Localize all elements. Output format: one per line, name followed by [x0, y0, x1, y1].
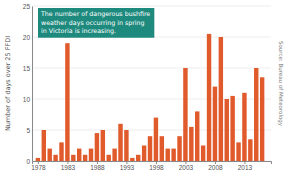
tick: 25 [23, 3, 32, 10]
bar [160, 136, 164, 161]
bars [36, 34, 265, 161]
bar [148, 136, 152, 161]
bar [42, 130, 46, 161]
grid-line [32, 6, 271, 7]
plot: 1978 1983 1988 1993 1998 2003 2008 2013 0 5 10 15 20… [23, 3, 272, 171]
tick-label: 1988 [90, 164, 105, 171]
bar [124, 130, 128, 161]
annotation: The number of dangerous bushfireweather … [38, 8, 154, 38]
tick: 10 [23, 96, 32, 103]
tick-label: 1983 [61, 164, 76, 171]
bar [36, 158, 40, 161]
bar [47, 149, 51, 161]
tick: 2008 [208, 161, 223, 171]
tick: 1998 [149, 161, 164, 171]
tick-label: 0 [26, 158, 30, 165]
tick: 1978 [31, 161, 46, 171]
tick: 2013 [238, 161, 253, 171]
chart: 1978 1983 1988 1993 1998 2003 2008 2013 0 5 10 15 20… [0, 0, 285, 177]
tick-label: 2013 [238, 164, 253, 171]
tick-label: 25 [23, 3, 31, 10]
bar [177, 136, 181, 161]
bar [213, 87, 217, 161]
bar [260, 77, 264, 161]
tick: 0 [26, 158, 32, 165]
source-label: Source: Bureau of Meteorology [277, 41, 284, 127]
annotation-line: weather days occurring in spring [41, 19, 145, 27]
bar [189, 127, 193, 161]
bar [89, 149, 93, 161]
bar [195, 111, 199, 161]
bar [183, 68, 187, 161]
bar [59, 142, 63, 161]
tick: 2003 [179, 161, 194, 171]
tick-label: 1978 [31, 164, 46, 171]
bar [248, 139, 252, 161]
bar [130, 158, 134, 161]
annotation-box [38, 8, 154, 38]
bar [53, 155, 57, 161]
bar [166, 149, 170, 161]
bar [71, 155, 75, 161]
tick: 20 [23, 34, 32, 41]
bar [171, 149, 175, 161]
bar [118, 124, 122, 161]
bar [83, 155, 87, 161]
bar [242, 93, 246, 161]
tick: 1983 [61, 161, 76, 171]
bar [207, 34, 211, 161]
bar [136, 155, 140, 161]
tick: 1993 [120, 161, 135, 171]
annotation-line: The number of dangerous bushfire [40, 10, 150, 18]
y-axis: 0 5 10 15 20 25 [23, 3, 33, 165]
tick-label: 10 [23, 96, 31, 103]
annotation-line: in Victoria is increasing. [41, 27, 116, 35]
tick: 15 [23, 65, 32, 72]
x-axis: 1978 1983 1988 1993 1998 2003 2008 2013 [31, 161, 271, 171]
tick: 5 [26, 127, 32, 134]
bar [101, 130, 105, 161]
tick-label: 1993 [120, 164, 135, 171]
bar [77, 149, 81, 161]
bar [219, 37, 223, 161]
tick-label: 2003 [179, 164, 194, 171]
bar [201, 146, 205, 162]
annotation-text: The number of dangerous bushfireweather … [40, 10, 150, 34]
bar [230, 96, 234, 161]
tick-label: 15 [23, 65, 31, 72]
y-axis-title: Number of days over 25 FFDI [4, 36, 12, 131]
bar [154, 118, 158, 161]
bar [142, 146, 146, 162]
bar [107, 155, 111, 161]
tick-label: 5 [26, 127, 30, 134]
bar [65, 43, 69, 161]
tick-label: 1998 [149, 164, 164, 171]
grid [32, 6, 271, 161]
tick-label: 20 [23, 34, 31, 41]
tick: 1988 [90, 161, 105, 171]
bar [95, 133, 99, 161]
bar [225, 99, 229, 161]
tick-label: 2008 [208, 164, 223, 171]
bar [236, 142, 240, 161]
axis-line [32, 7, 33, 162]
bar [254, 68, 258, 161]
bar [112, 149, 116, 161]
